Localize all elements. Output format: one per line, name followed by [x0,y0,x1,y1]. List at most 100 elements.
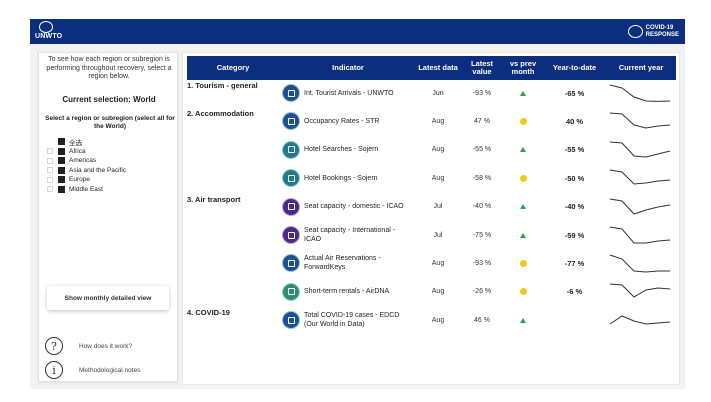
expand-icon[interactable] [47,157,53,164]
region-item-africa[interactable]: Africa [47,147,126,157]
expand-icon[interactable] [47,139,53,145]
indicator-cell[interactable]: Short-term rentals - AirDNA [304,288,390,296]
how-does-it-work-label: How does it work? [79,342,133,350]
header-indicator: Indicator [332,62,364,72]
table-row[interactable]: 2. Accommodation Occupancy Rates - STR Aug… [187,108,676,134]
indicator-icon-cell [281,80,301,106]
sparkline-line [609,141,671,158]
table-row[interactable]: 1. Tourism - general Int. Tourist Arrival… [187,80,676,106]
latest-data-cell: Aug [431,316,445,324]
region-item-select-all[interactable]: 全选 [47,137,126,147]
expand-icon[interactable] [47,176,53,183]
current-year-sparkline-cell [608,222,674,248]
trend-up-icon [520,90,526,96]
indicator-cell[interactable]: Seat capacity - domestic - ICAO [304,203,404,211]
year-to-date-cell [543,307,606,333]
region-list: 全选 Africa Americas Asia and the Pacific … [47,137,126,194]
info-icon[interactable]: i [45,361,63,379]
latest-data-cell: Aug [431,174,445,182]
sparkline-line [609,315,671,325]
region-item-europe[interactable]: Europe [47,175,126,185]
indicator-cell[interactable]: Hotel Bookings - Sojern [304,174,378,182]
indicator-icon-cell [281,165,301,191]
trend-flat-icon [519,288,527,296]
latest-value-cell: 46 % [474,316,490,324]
indicator-cell[interactable]: Occupancy Rates - STR [304,117,380,125]
region-label: 全选 [69,139,82,147]
vs-prev-month-cell [503,307,543,333]
question-icon[interactable]: ? [45,337,63,355]
trend-up-icon [520,232,526,238]
header-latest-data: Latest data [418,62,458,72]
sparkline-line [609,283,671,298]
header-vs-prev-month: vs prev month [509,58,537,76]
checkbox-icon[interactable] [58,138,65,146]
table-row[interactable]: 3. Air transport Seat capacity - domestic… [187,194,676,220]
indicator-icon-cell [281,194,301,220]
table-row[interactable]: Hotel Bookings - Sojern Aug -58 % -50 % [187,165,676,191]
year-to-date-cell: 40 % [565,116,584,126]
header-current-year: Current year [618,62,664,72]
tourist-arrivals-icon [282,84,300,102]
current-year-sparkline-cell [608,279,674,305]
covid-response-badge: COVID-19 RESPONSE [627,22,679,41]
current-year-sparkline-cell [608,137,674,163]
checkbox-icon[interactable] [58,147,65,155]
indicator-icon-cell [281,279,301,305]
checkbox-icon[interactable] [58,166,65,174]
region-item-middle-east[interactable]: Middle East [47,185,126,195]
vs-prev-month-cell [503,279,543,305]
header-category: Category [216,62,250,72]
sparkline [609,254,670,273]
trend-up-icon [520,147,526,153]
sparkline-line [609,226,671,244]
indicator-cell[interactable]: Hotel Searches - Sojern [304,146,379,154]
category-cell [187,250,279,276]
indicator-cell[interactable]: Seat capacity - International - ICAO [304,227,396,243]
table-row[interactable]: Hotel Searches - Sojern Aug -55 % -55 % [187,137,676,163]
latest-data-cell: Aug [431,288,445,296]
unwto-logo: UNWTO [35,21,62,43]
category-cell: 1. Tourism - general [187,81,258,90]
methodological-notes-link[interactable]: i Methodological notes [45,361,140,379]
region-label: Europe [69,176,90,184]
table-row[interactable]: 4. COVID-19 Total COVID-19 cases - EDCD (… [187,307,676,333]
region-item-americas[interactable]: Americas [47,156,126,166]
table-row[interactable]: Short-term rentals - AirDNA Aug -26 % -6 % [187,279,676,305]
trend-flat-icon [519,117,527,125]
header-year-to-date: Year-to-date [552,62,597,72]
sparkline [609,283,671,298]
current-year-sparkline-cell [608,194,674,220]
table-row[interactable]: Seat capacity - International - ICAO Jul -… [187,222,676,248]
latest-data-cell: Jun [432,89,444,97]
checkbox-icon[interactable] [58,176,65,184]
checkbox-icon[interactable] [58,185,65,193]
checkbox-icon[interactable] [58,157,65,165]
indicator-cell[interactable]: Actual Air Reservations - ForwardKeys [304,255,381,272]
year-to-date-cell: -6 % [566,287,583,297]
region-item-asia-pacific[interactable]: Asia and the Pacific [47,166,126,176]
vs-prev-month-cell [503,194,543,220]
show-monthly-view-button[interactable]: Show monthly detailed view [47,286,169,310]
table-row[interactable]: Actual Air Reservations - ForwardKeys Aug… [187,250,676,276]
expand-icon[interactable] [47,167,53,174]
sparkline [609,112,671,129]
indicator-cell[interactable]: Total COVID-19 cases - EDCD (Our World i… [304,312,400,329]
how-does-it-work-link[interactable]: ? How does it work? [45,337,132,355]
expand-icon[interactable] [47,186,53,193]
vs-prev-month-cell [503,165,543,191]
expand-icon[interactable] [47,148,53,155]
trend-up-icon [520,317,526,323]
region-label: Americas [69,157,97,165]
latest-value-cell: 47 % [474,117,490,125]
current-year-sparkline-cell [608,307,674,333]
sparkline [609,169,671,185]
current-year-sparkline-cell [608,250,674,276]
indicator-icon-cell [281,250,301,276]
seat-domestic-icon [282,197,300,216]
indicator-cell[interactable]: Int. Tourist Arrivals - UNWTO [304,89,394,97]
vs-prev-month-cell [503,250,543,276]
hotel-booking-icon [282,169,300,188]
latest-value-cell: -58 % [472,174,492,182]
category-cell: 4. COVID-19 [187,308,230,318]
